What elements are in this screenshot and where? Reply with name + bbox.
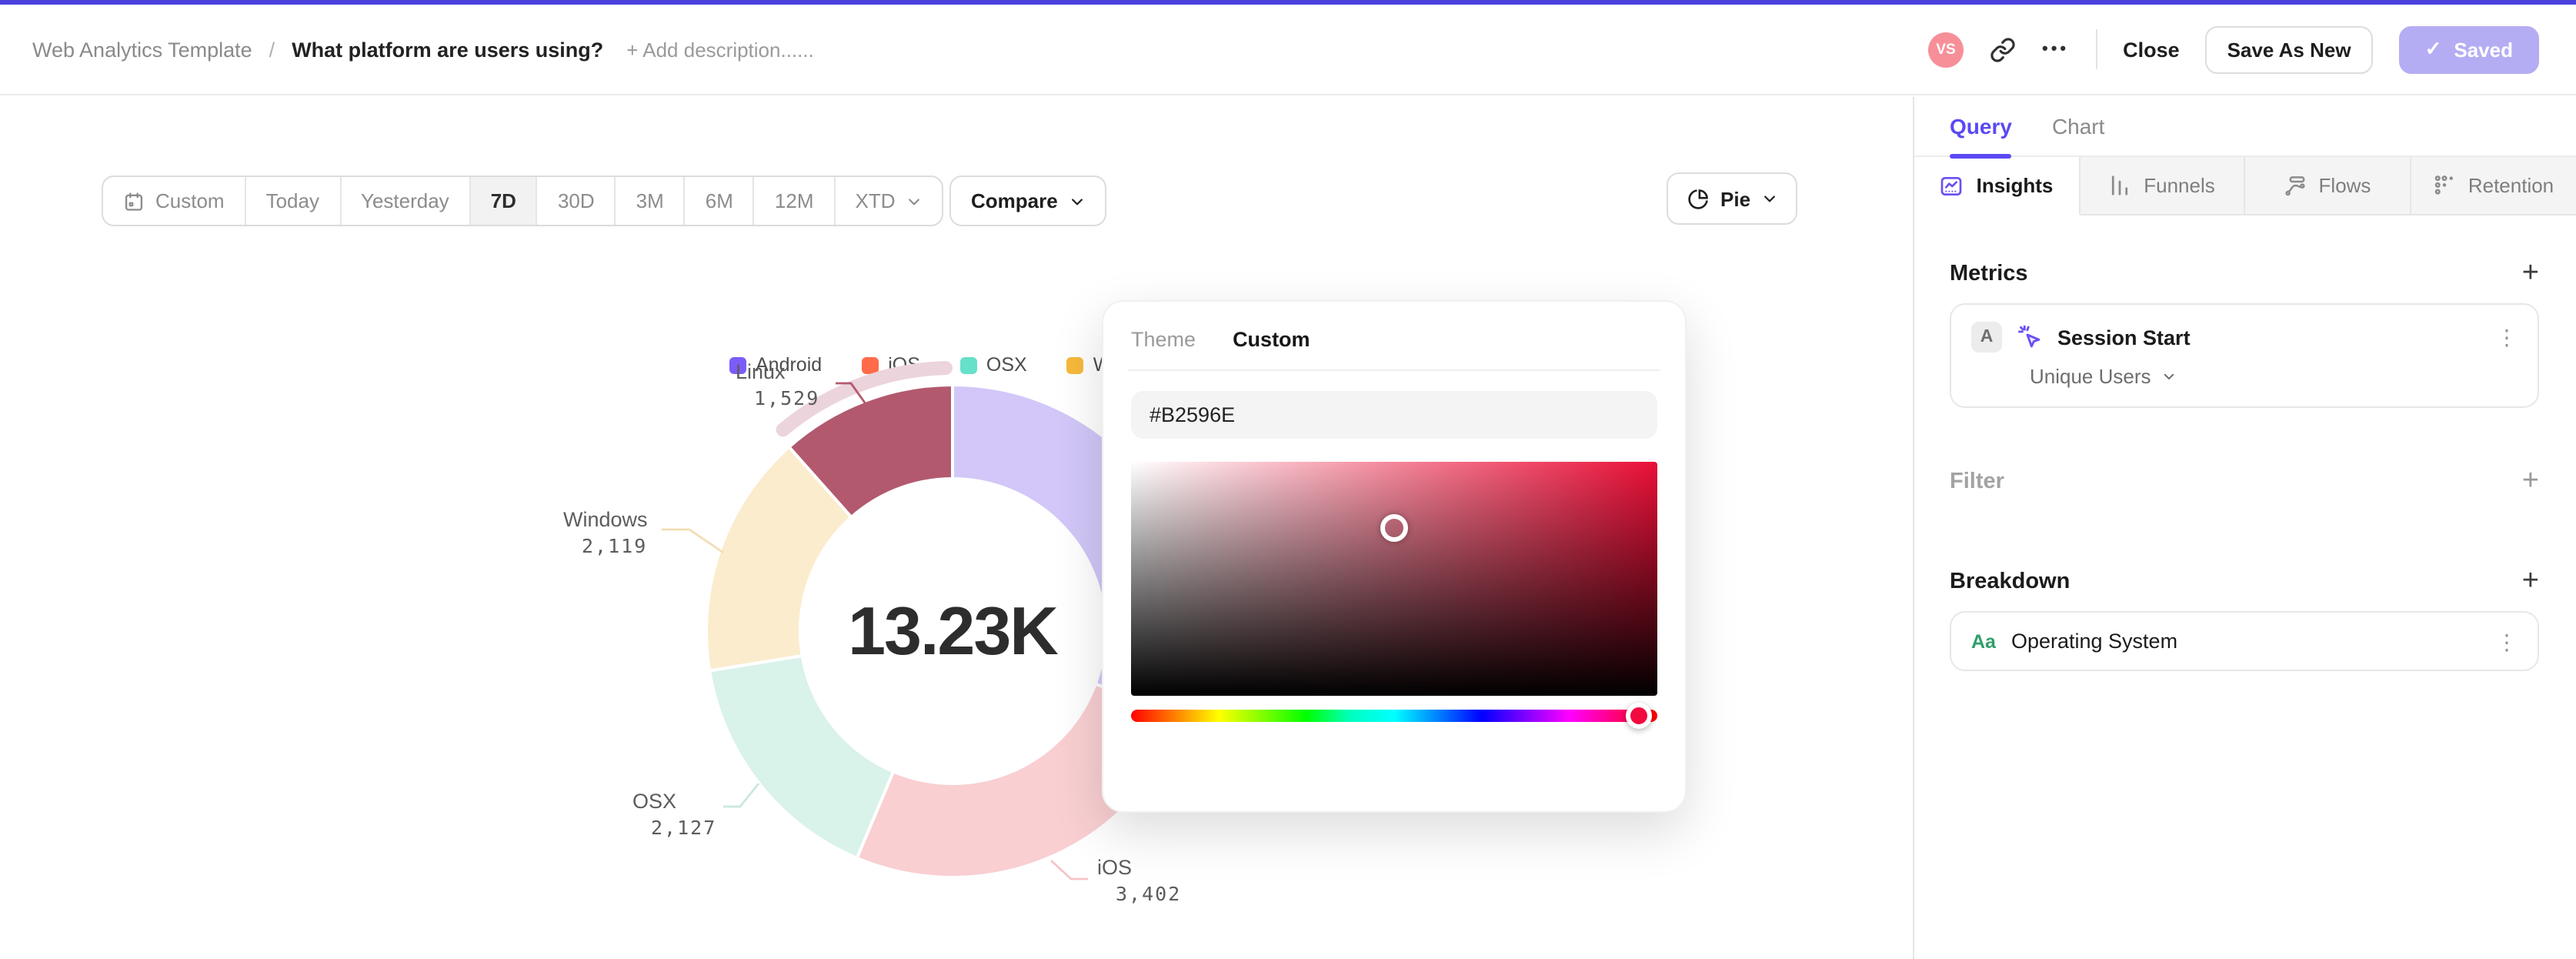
- hex-color-input[interactable]: #B2596E: [1131, 391, 1657, 439]
- range-yesterday[interactable]: Yesterday: [341, 177, 471, 225]
- flows-icon: [2284, 176, 2305, 196]
- subtab-retention[interactable]: Retention: [2411, 157, 2576, 216]
- event-cursor-icon: [2018, 325, 2040, 348]
- insights-icon: [1941, 176, 1962, 195]
- metric-kebab-menu[interactable]: ⋮: [2496, 325, 2518, 349]
- callout-windows: Windows 2,119: [563, 508, 648, 557]
- date-range-control: Custom Today Yesterday 7D 30D 3M 6M 12M …: [102, 175, 943, 226]
- range-12m[interactable]: 12M: [755, 177, 836, 225]
- metrics-section-header: Metrics +: [1950, 259, 2539, 288]
- subtab-insights[interactable]: Insights: [1914, 157, 2080, 216]
- range-30d[interactable]: 30D: [538, 177, 616, 225]
- header: Web Analytics Template / What platform a…: [0, 5, 2576, 95]
- pie-chart-icon: [1688, 189, 1708, 209]
- breadcrumb-root-link[interactable]: Web Analytics Template: [32, 38, 252, 61]
- series-badge: A: [1971, 322, 2002, 353]
- chevron-down-icon: [2164, 373, 2174, 379]
- range-6m[interactable]: 6M: [686, 177, 755, 225]
- page-title[interactable]: What platform are users using?: [292, 38, 604, 61]
- metrics-heading: Metrics: [1950, 261, 2028, 286]
- range-today[interactable]: Today: [246, 177, 341, 225]
- donut-total-label: 13.23K: [848, 594, 1059, 670]
- callout-linux: Linux 1,529: [736, 360, 820, 409]
- legend-swatch: [729, 356, 746, 373]
- range-7d[interactable]: 7D: [470, 177, 538, 225]
- tab-custom[interactable]: Custom: [1233, 328, 1310, 351]
- add-description-button[interactable]: + Add description......: [626, 38, 814, 61]
- color-picker-popup: Theme Custom #B2596E: [1102, 300, 1687, 813]
- chevron-down-icon: [1072, 198, 1083, 205]
- tab-chart[interactable]: Chart: [2051, 114, 2105, 139]
- add-breakdown-button[interactable]: +: [2521, 565, 2539, 597]
- header-actions: VS ••• Close Save As New ✓ Saved: [1928, 25, 2539, 73]
- legend-item-android[interactable]: Android: [720, 348, 831, 382]
- avatar[interactable]: VS: [1928, 32, 1964, 67]
- saturation-cursor[interactable]: [1380, 513, 1408, 542]
- filter-section-header: Filter +: [1950, 466, 2539, 496]
- chevron-down-icon: [908, 198, 919, 205]
- range-3m[interactable]: 3M: [616, 177, 686, 225]
- close-button[interactable]: Close: [2123, 38, 2180, 61]
- breadcrumb-separator: /: [269, 38, 275, 61]
- breadcrumb: Web Analytics Template / What platform a…: [32, 38, 1928, 61]
- compare-button[interactable]: Compare: [949, 175, 1107, 226]
- legend-item-osx[interactable]: OSX: [951, 348, 1036, 382]
- callout-ios: iOS 3,402: [1097, 856, 1182, 905]
- range-xtd[interactable]: XTD: [836, 177, 942, 225]
- chart-type-button[interactable]: Pie: [1667, 172, 1797, 225]
- donut-hole: [799, 477, 1106, 785]
- add-metric-button[interactable]: +: [2521, 257, 2539, 289]
- share-link-icon[interactable]: [1990, 36, 2016, 62]
- color-picker-tabs: Theme Custom: [1131, 328, 1657, 351]
- subtab-funnels[interactable]: Funnels: [2080, 157, 2245, 216]
- save-as-new-button[interactable]: Save As New: [2205, 25, 2373, 73]
- sidebar-tabs: Query Chart: [1914, 97, 2576, 159]
- metric-card[interactable]: A Session Start ⋮ Unique Users: [1950, 303, 2539, 408]
- tab-query[interactable]: Query: [1950, 114, 2012, 139]
- saturation-area[interactable]: [1131, 462, 1657, 696]
- breakdown-property-name: Operating System: [2010, 630, 2178, 653]
- legend-swatch: [1066, 356, 1084, 373]
- funnels-icon: [2112, 175, 2128, 195]
- breakdown-section-header: Breakdown +: [1950, 566, 2539, 596]
- filter-heading: Filter: [1950, 469, 2004, 493]
- hue-slider-handle[interactable]: [1626, 703, 1653, 729]
- popup-divider: [1128, 369, 1660, 371]
- add-filter-button[interactable]: +: [2521, 465, 2539, 497]
- header-divider: [2095, 29, 2097, 69]
- chart-panel: Custom Today Yesterday 7D 30D 3M 6M 12M …: [0, 97, 1913, 959]
- saved-button-label: Saved: [2454, 38, 2513, 61]
- hue-slider[interactable]: [1131, 703, 1657, 729]
- saved-button[interactable]: ✓ Saved: [2398, 25, 2539, 73]
- breakdown-card[interactable]: Aa Operating System ⋮: [1950, 611, 2539, 671]
- breakdown-heading: Breakdown: [1950, 569, 2070, 593]
- legend-swatch: [862, 356, 879, 373]
- legend-swatch: [959, 356, 977, 373]
- range-custom[interactable]: Custom: [103, 177, 246, 225]
- calendar-icon: [125, 192, 143, 210]
- metric-event-name: Session Start: [2057, 326, 2191, 349]
- subtab-flows[interactable]: Flows: [2245, 157, 2411, 216]
- insight-type-tabs: Insights Funnels Flows Retention: [1914, 157, 2576, 216]
- retention-icon: [2434, 175, 2453, 195]
- accent-top-stripe: [0, 0, 2576, 5]
- chevron-down-icon: [1763, 195, 1774, 202]
- active-tab-underline: [1950, 154, 2011, 159]
- query-sidebar: Query Chart Insights Funnels Flows: [1913, 97, 2576, 959]
- aggregation-dropdown[interactable]: Unique Users: [2030, 365, 2518, 388]
- string-property-icon: Aa: [1971, 630, 1996, 652]
- callout-osx: OSX 2,127: [632, 790, 717, 839]
- more-menu-icon[interactable]: •••: [2042, 40, 2070, 58]
- tab-theme[interactable]: Theme: [1131, 328, 1196, 351]
- breakdown-kebab-menu[interactable]: ⋮: [2496, 629, 2518, 653]
- check-icon: ✓: [2424, 37, 2442, 60]
